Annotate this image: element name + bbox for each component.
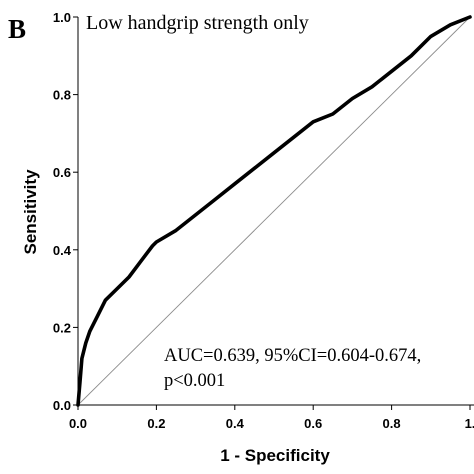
plot-area: 0.0 0.2 0.4 0.6 0.8 1. 0.0 0.2 0.4 0.6 0.8 1.0: [53, 10, 474, 431]
panel-letter: B: [8, 14, 26, 44]
x-tick-label: 1.: [465, 416, 474, 431]
y-tick-label: 0.0: [53, 398, 71, 413]
y-tick-label: 1.0: [53, 10, 71, 25]
y-tick-label: 0.2: [53, 320, 71, 335]
x-tick-label: 0.0: [69, 416, 87, 431]
x-tick-label: 0.6: [304, 416, 322, 431]
y-tick-label: 0.6: [53, 165, 71, 180]
y-axis-title: Sensitivity: [21, 169, 40, 255]
y-tick-label: 0.8: [53, 88, 71, 103]
reference-diagonal-line: [77, 16, 471, 406]
roc-curve-line: [76, 15, 472, 407]
y-tick-label: 0.4: [53, 243, 72, 258]
x-tick-label: 0.4: [226, 416, 245, 431]
auc-annotation-line-2: p<0.001: [164, 371, 225, 391]
chart-subtitle: Low handgrip strength only: [86, 12, 309, 34]
x-tick-label: 0.2: [147, 416, 165, 431]
x-tick-label: 0.8: [383, 416, 401, 431]
x-axis-title: 1 - Specificity: [220, 446, 330, 465]
auc-annotation-line-1: AUC=0.639, 95%CI=0.604-0.674,: [164, 346, 421, 366]
